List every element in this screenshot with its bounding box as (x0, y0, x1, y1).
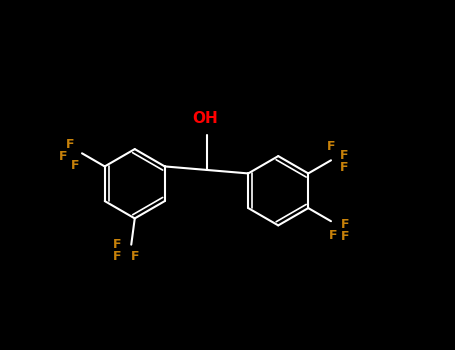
Text: F: F (66, 138, 74, 151)
Text: F: F (341, 230, 349, 244)
Text: F: F (340, 161, 349, 174)
Text: F: F (327, 140, 335, 154)
Text: F: F (341, 218, 349, 231)
Text: F: F (71, 159, 79, 172)
Text: OH: OH (192, 111, 217, 126)
Text: F: F (131, 250, 139, 264)
Text: F: F (340, 148, 349, 162)
Text: F: F (329, 229, 337, 242)
Text: F: F (113, 238, 121, 251)
Text: F: F (59, 150, 67, 163)
Text: F: F (113, 250, 121, 264)
